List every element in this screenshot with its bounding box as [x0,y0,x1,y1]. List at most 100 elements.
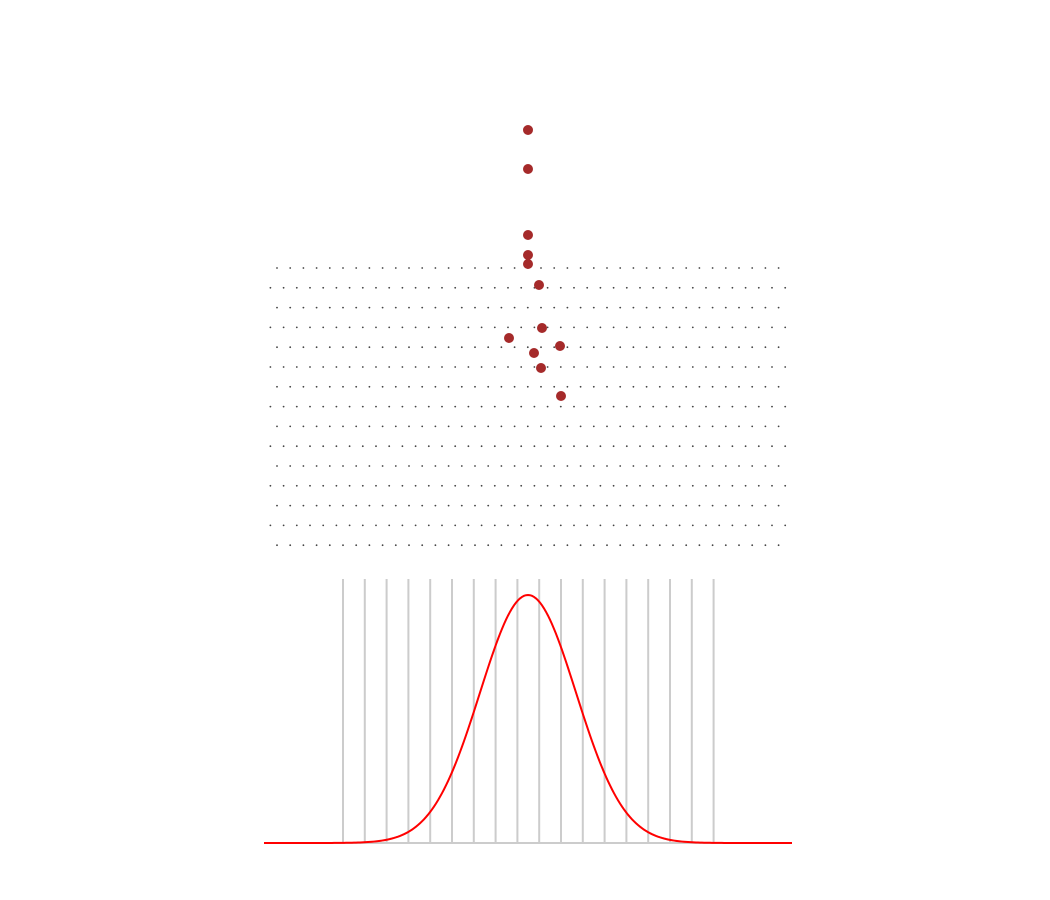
peg [606,346,608,349]
peg [342,465,344,467]
peg [474,465,476,467]
peg [474,306,476,309]
peg [658,504,661,507]
peg [566,465,569,467]
peg [408,385,410,388]
peg [282,326,285,329]
peg [361,286,364,289]
peg [388,445,391,448]
peg [434,385,437,388]
peg [401,286,404,289]
peg [493,484,496,487]
peg [520,445,523,448]
peg [474,425,476,428]
peg [355,385,358,388]
peg [421,504,424,507]
peg [546,524,549,527]
peg [553,385,556,388]
peg [645,346,648,349]
peg [434,544,437,547]
peg [573,445,575,448]
peg [493,326,496,329]
peg [645,544,648,547]
peg [526,425,529,428]
peg [460,504,463,507]
peg [639,405,641,408]
peg [493,405,496,408]
peg [698,306,701,309]
peg [777,504,780,507]
peg [592,544,595,547]
peg [586,445,589,448]
peg [500,465,503,467]
peg [691,286,694,289]
peg [718,366,721,368]
peg [427,524,430,527]
peg [276,544,278,547]
peg [612,484,615,487]
peg [375,286,377,289]
peg [678,484,681,487]
peg [678,326,681,329]
peg [658,465,661,467]
peg [645,425,648,428]
peg [586,286,589,289]
peg [711,504,714,507]
peg [342,346,344,349]
peg [368,267,371,269]
peg [606,267,608,269]
peg [764,306,767,309]
peg [315,306,318,309]
peg [566,267,569,269]
peg [744,524,747,527]
peg [375,366,377,368]
peg [711,267,714,269]
peg [302,385,305,388]
peg [711,306,714,309]
peg [342,425,344,428]
peg [559,366,562,368]
peg [632,544,635,547]
peg [672,425,674,428]
peg [322,484,325,487]
peg [751,346,754,349]
peg [315,346,318,349]
peg [381,346,384,349]
peg [493,286,496,289]
peg [487,544,490,547]
peg [348,326,351,329]
peg [579,544,582,547]
peg [276,346,278,349]
peg [738,385,740,388]
peg [315,544,318,547]
peg [302,306,305,309]
peg [606,425,608,428]
peg [460,267,463,269]
peg [685,465,688,467]
ball [504,333,514,343]
peg [520,405,523,408]
peg [764,465,767,467]
peg [658,385,661,388]
peg [408,465,410,467]
peg [526,544,529,547]
peg [368,425,371,428]
ball [556,391,566,401]
peg [269,405,272,408]
peg [348,286,351,289]
peg [612,326,615,329]
peg [718,484,721,487]
peg [546,286,549,289]
peg [348,366,351,368]
peg [705,405,707,408]
peg [315,385,318,388]
peg [269,484,272,487]
peg [639,366,641,368]
peg [705,524,707,527]
peg [421,425,424,428]
peg [533,445,536,448]
ball [523,164,533,174]
ball [523,125,533,135]
peg [619,504,622,507]
